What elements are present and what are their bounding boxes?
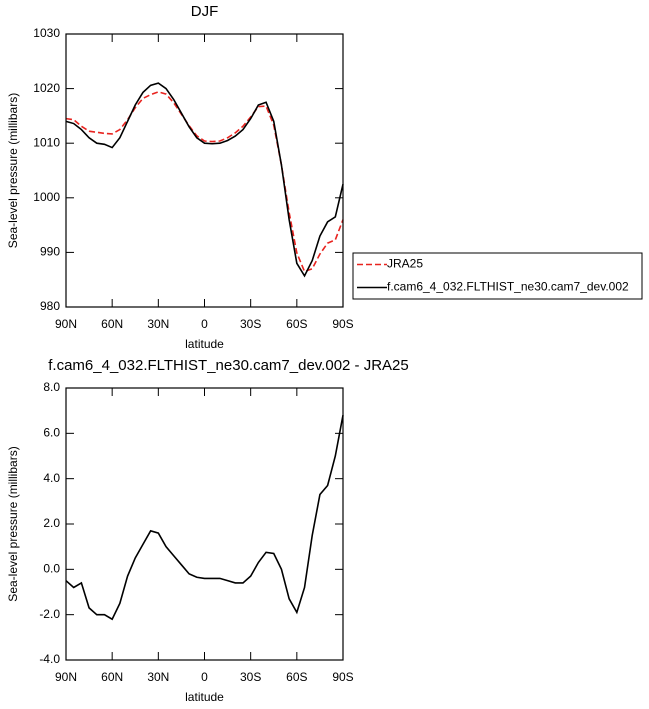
x-tick-label: 30N bbox=[147, 670, 169, 684]
y-tick-label: 0.0 bbox=[43, 562, 60, 576]
x-tick-label: 90N bbox=[55, 317, 77, 331]
y-tick-label: 4.0 bbox=[43, 471, 60, 485]
y-axis-label: Sea-level pressure (millibars) bbox=[6, 93, 20, 248]
x-tick-label: 0 bbox=[201, 670, 208, 684]
plot-frame bbox=[65, 33, 344, 308]
plot-frame bbox=[65, 387, 344, 661]
y-axis-label: Sea-level pressure (millibars) bbox=[6, 446, 20, 601]
y-tick-label: 980 bbox=[40, 299, 60, 313]
x-tick-label: 0 bbox=[201, 317, 208, 331]
x-tick-label: 60S bbox=[286, 317, 307, 331]
data-line bbox=[65, 91, 344, 273]
x-tick-label: 90S bbox=[332, 317, 353, 331]
y-tick-label: 1030 bbox=[33, 26, 60, 40]
x-tick-label: 30N bbox=[147, 317, 169, 331]
x-tick-label: 90S bbox=[332, 670, 353, 684]
x-tick-label: 30S bbox=[240, 670, 261, 684]
y-tick-label: 6.0 bbox=[43, 426, 60, 440]
y-tick-label: 1000 bbox=[33, 190, 60, 204]
legend-label: JRA25 bbox=[387, 257, 423, 271]
chart-title: DJF bbox=[191, 3, 219, 20]
x-axis-label: latitude bbox=[185, 337, 224, 351]
y-tick-label: 1010 bbox=[33, 135, 60, 149]
x-tick-label: 90N bbox=[55, 670, 77, 684]
y-tick-label: -4.0 bbox=[39, 652, 60, 666]
y-tick-label: 990 bbox=[40, 245, 60, 259]
y-tick-label: -2.0 bbox=[39, 607, 60, 621]
chart-title: f.cam6_4_032.FLTHIST_ne30.cam7_dev.002 -… bbox=[48, 357, 408, 374]
x-tick-label: 60S bbox=[286, 670, 307, 684]
y-tick-label: 2.0 bbox=[43, 516, 60, 530]
x-axis-label: latitude bbox=[185, 690, 224, 704]
data-line bbox=[65, 415, 344, 621]
y-tick-label: 8.0 bbox=[43, 380, 60, 394]
x-tick-label: 60N bbox=[101, 317, 123, 331]
legend-label: f.cam6_4_032.FLTHIST_ne30.cam7_dev.002 bbox=[387, 280, 629, 294]
legend-box bbox=[352, 252, 643, 300]
x-tick-label: 30S bbox=[240, 317, 261, 331]
y-tick-label: 1020 bbox=[33, 81, 60, 95]
data-line bbox=[65, 82, 344, 278]
x-tick-label: 60N bbox=[101, 670, 123, 684]
